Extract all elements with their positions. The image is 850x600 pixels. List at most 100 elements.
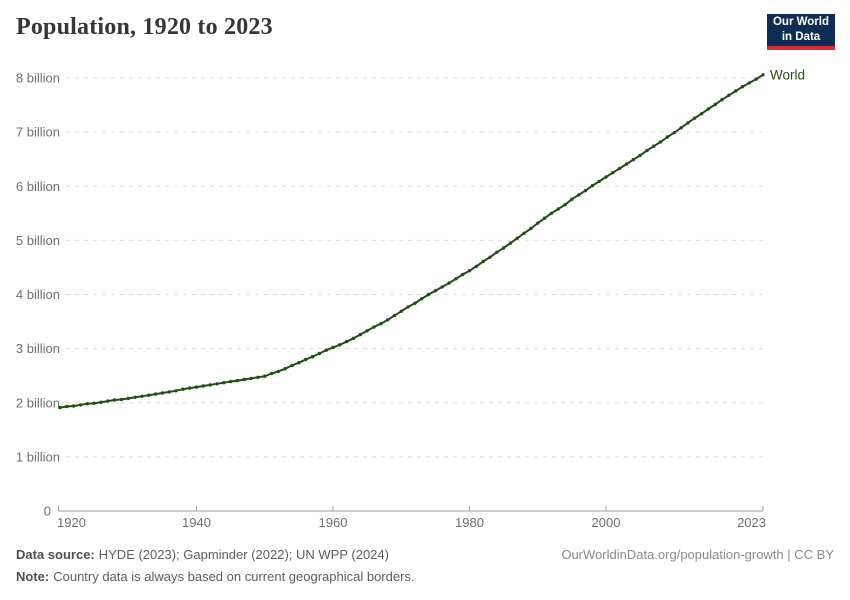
data-point-marker[interactable] — [153, 392, 158, 396]
data-point-marker[interactable] — [433, 289, 438, 293]
data-point-marker[interactable] — [447, 281, 451, 285]
data-point-marker[interactable] — [263, 374, 267, 378]
data-point-marker[interactable] — [249, 376, 253, 381]
data-point-marker[interactable] — [119, 397, 124, 402]
data-point-marker[interactable] — [385, 318, 390, 322]
data-point-marker[interactable] — [699, 112, 704, 116]
data-point-marker[interactable] — [324, 348, 328, 352]
data-point-marker[interactable] — [65, 404, 69, 409]
data-point-marker[interactable] — [106, 399, 110, 403]
data-point-marker[interactable] — [556, 207, 560, 211]
data-point-marker[interactable] — [345, 339, 349, 344]
data-point-marker[interactable] — [645, 148, 649, 153]
data-point-marker[interactable] — [747, 81, 751, 85]
data-point-marker[interactable] — [495, 250, 499, 254]
data-point-marker[interactable] — [235, 378, 240, 383]
data-point-marker[interactable] — [604, 175, 608, 179]
data-point-marker[interactable] — [740, 85, 745, 89]
data-point-marker[interactable] — [276, 369, 281, 374]
data-point-marker[interactable] — [242, 377, 246, 382]
data-point-marker[interactable] — [58, 405, 62, 410]
data-point-marker[interactable] — [358, 332, 362, 337]
data-point-marker[interactable] — [549, 211, 554, 215]
data-point-marker[interactable] — [618, 166, 622, 171]
data-point-marker[interactable] — [133, 395, 137, 399]
data-point-marker[interactable] — [631, 158, 635, 162]
data-point-marker[interactable] — [734, 89, 738, 93]
data-point-marker[interactable] — [665, 135, 670, 139]
data-point-marker[interactable] — [140, 394, 144, 398]
data-point-marker[interactable] — [297, 361, 301, 365]
data-point-marker[interactable] — [222, 381, 226, 385]
data-point-marker[interactable] — [658, 140, 663, 144]
data-point-marker[interactable] — [542, 216, 547, 220]
data-point-marker[interactable] — [365, 329, 369, 333]
data-point-marker[interactable] — [269, 371, 274, 376]
data-point-marker[interactable] — [331, 345, 335, 350]
data-point-marker[interactable] — [194, 385, 199, 389]
world-series-markers[interactable] — [58, 73, 765, 410]
data-point-marker[interactable] — [611, 171, 615, 175]
footer-citation-link[interactable]: OurWorldinData.org/population-growth | C… — [561, 547, 834, 562]
data-point-marker[interactable] — [201, 384, 205, 388]
data-point-marker[interactable] — [372, 325, 376, 329]
data-point-marker[interactable] — [590, 184, 595, 188]
data-point-marker[interactable] — [167, 390, 171, 394]
data-point-marker[interactable] — [78, 403, 83, 407]
data-point-marker[interactable] — [399, 309, 403, 313]
data-point-marker[interactable] — [693, 116, 697, 120]
data-point-marker[interactable] — [440, 285, 444, 289]
data-point-marker[interactable] — [474, 264, 478, 269]
data-point-marker[interactable] — [536, 221, 540, 225]
data-point-marker[interactable] — [290, 363, 294, 368]
data-point-marker[interactable] — [508, 241, 513, 245]
data-point-marker[interactable] — [672, 131, 676, 135]
data-point-marker[interactable] — [501, 246, 506, 250]
data-point-marker[interactable] — [706, 107, 711, 111]
data-point-marker[interactable] — [147, 393, 151, 397]
data-point-marker[interactable] — [720, 98, 724, 102]
data-point-marker[interactable] — [420, 297, 424, 301]
data-point-marker[interactable] — [85, 402, 90, 406]
data-point-marker[interactable] — [160, 391, 165, 395]
data-point-marker[interactable] — [624, 162, 629, 166]
data-point-marker[interactable] — [481, 259, 485, 264]
data-point-marker[interactable] — [317, 351, 322, 356]
data-point-marker[interactable] — [488, 255, 492, 259]
owid-logo[interactable]: Our World in Data — [767, 14, 835, 50]
data-point-marker[interactable] — [570, 197, 574, 201]
data-point-marker[interactable] — [256, 375, 260, 379]
data-point-marker[interactable] — [310, 355, 315, 359]
world-series-label[interactable]: World — [770, 67, 805, 82]
data-point-marker[interactable] — [577, 193, 581, 197]
data-point-marker[interactable] — [727, 93, 731, 98]
data-point-marker[interactable] — [112, 398, 117, 402]
data-point-marker[interactable] — [597, 179, 601, 184]
data-point-marker[interactable] — [181, 387, 185, 391]
data-point-marker[interactable] — [283, 367, 287, 371]
data-point-marker[interactable] — [713, 102, 717, 107]
data-point-marker[interactable] — [413, 301, 417, 305]
data-point-marker[interactable] — [583, 188, 588, 193]
data-point-marker[interactable] — [652, 144, 656, 148]
data-point-marker[interactable] — [563, 203, 567, 207]
data-point-marker[interactable] — [754, 77, 758, 81]
data-point-marker[interactable] — [461, 272, 465, 277]
data-point-marker[interactable] — [215, 382, 219, 386]
data-point-marker[interactable] — [208, 383, 212, 387]
data-point-marker[interactable] — [467, 269, 472, 273]
data-point-marker[interactable] — [99, 400, 103, 404]
data-point-marker[interactable] — [174, 389, 178, 393]
data-point-marker[interactable] — [515, 236, 519, 240]
data-point-marker[interactable] — [529, 226, 533, 231]
data-point-marker[interactable] — [126, 396, 130, 401]
data-point-marker[interactable] — [72, 404, 76, 408]
data-point-marker[interactable] — [188, 386, 192, 390]
data-point-marker[interactable] — [379, 322, 383, 326]
data-point-marker[interactable] — [92, 401, 96, 405]
data-point-marker[interactable] — [426, 292, 431, 297]
data-point-marker[interactable] — [638, 153, 642, 158]
data-point-marker[interactable] — [304, 357, 308, 362]
data-point-marker[interactable] — [522, 231, 526, 235]
data-point-marker[interactable] — [406, 305, 410, 309]
